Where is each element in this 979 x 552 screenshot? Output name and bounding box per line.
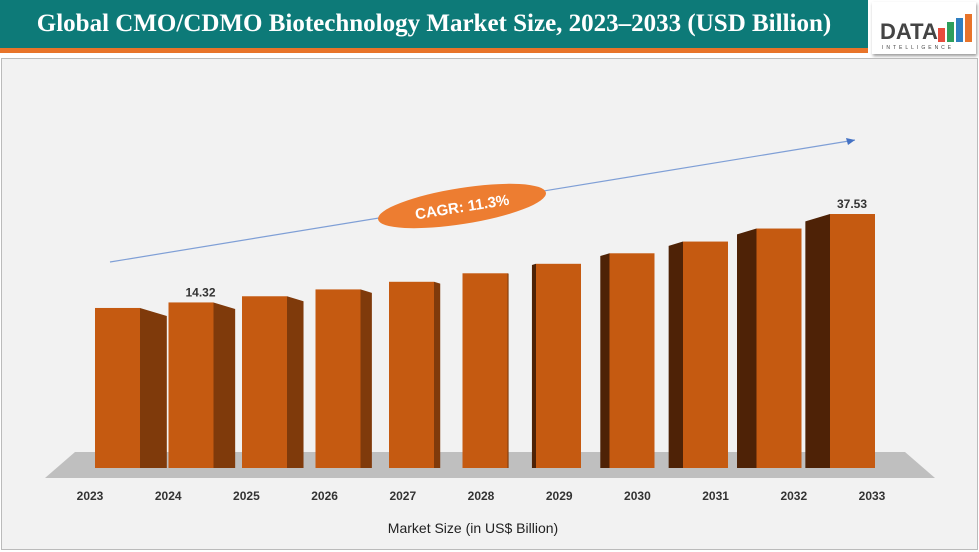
- bar-side: [213, 302, 236, 468]
- bar-2031: [683, 241, 728, 468]
- svg-text:DATA: DATA: [880, 19, 938, 44]
- bar-side: [531, 263, 536, 468]
- x-tick-label: 2029: [546, 489, 573, 503]
- bar-side: [668, 241, 683, 468]
- bar-side: [805, 214, 830, 468]
- x-tick-label: 2023: [77, 489, 104, 503]
- cagr-bubble: [377, 183, 547, 229]
- data-label: 37.53: [837, 197, 867, 211]
- bar-2030: [609, 253, 655, 468]
- x-tick-label: 2025: [233, 489, 260, 503]
- x-tick-label: 2031: [702, 489, 729, 503]
- x-tick-label: 2032: [780, 489, 807, 503]
- logo: DATA INTELLIGENCE: [872, 2, 976, 54]
- data-label: 14.32: [185, 285, 215, 299]
- bar-2032: [756, 228, 802, 468]
- x-axis-title: Market Size (in US$ Billion): [388, 520, 558, 536]
- title-bar: Global CMO/CDMO Biotechnology Market Siz…: [0, 0, 868, 53]
- bar-2023: [95, 307, 140, 468]
- x-tick-label: 2027: [389, 489, 416, 503]
- data-intelligence-logo-icon: DATA INTELLIGENCE: [880, 14, 972, 51]
- bar-side: [360, 289, 372, 468]
- bar-side: [140, 307, 167, 468]
- bar-2027: [389, 281, 434, 468]
- bar-side: [600, 253, 610, 468]
- bar-2024: [168, 302, 214, 468]
- bar-2028: [462, 273, 508, 468]
- x-tick-label: 2026: [311, 489, 338, 503]
- x-tick-label: 2033: [859, 489, 886, 503]
- chart-title: Global CMO/CDMO Biotechnology Market Siz…: [36, 10, 832, 37]
- bar-2029: [536, 263, 581, 468]
- x-tick-label: 2030: [624, 489, 651, 503]
- bar-2026: [315, 289, 361, 468]
- x-tick-label: 2024: [155, 489, 182, 503]
- bar-2025: [242, 296, 287, 468]
- bar-side: [737, 228, 757, 468]
- bar-2033: [830, 214, 875, 468]
- trend-arrow-head: [846, 138, 855, 145]
- svg-text:INTELLIGENCE: INTELLIGENCE: [882, 45, 954, 51]
- bar-side: [434, 281, 441, 468]
- bar-side: [507, 273, 509, 468]
- bar-side: [287, 296, 304, 468]
- x-tick-label: 2028: [468, 489, 495, 503]
